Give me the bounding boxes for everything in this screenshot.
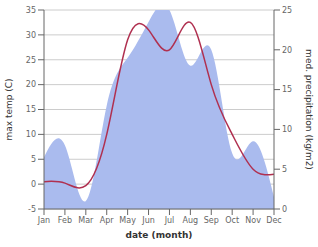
svg-text:10: 10 bbox=[26, 130, 36, 139]
svg-text:Mar: Mar bbox=[78, 216, 94, 225]
svg-text:20: 20 bbox=[26, 80, 36, 89]
svg-text:Jan: Jan bbox=[37, 216, 50, 225]
svg-text:20: 20 bbox=[282, 46, 292, 55]
svg-text:0: 0 bbox=[282, 205, 287, 214]
svg-text:5: 5 bbox=[282, 165, 287, 174]
svg-text:date (month): date (month) bbox=[126, 230, 193, 240]
svg-text:Jul: Jul bbox=[164, 216, 175, 225]
svg-text:Sep: Sep bbox=[204, 216, 219, 225]
svg-text:10: 10 bbox=[282, 125, 292, 134]
svg-text:25: 25 bbox=[26, 56, 36, 65]
svg-text:Feb: Feb bbox=[58, 216, 72, 225]
svg-text:Dec: Dec bbox=[266, 216, 281, 225]
svg-text:med. precipitation (kg/m2): med. precipitation (kg/m2) bbox=[304, 49, 314, 170]
svg-text:Oct: Oct bbox=[225, 216, 239, 225]
svg-text:35: 35 bbox=[26, 6, 36, 15]
svg-text:max temp (C): max temp (C) bbox=[4, 78, 14, 140]
svg-text:25: 25 bbox=[282, 6, 292, 15]
svg-text:Nov: Nov bbox=[245, 216, 261, 225]
svg-text:May: May bbox=[119, 216, 136, 225]
svg-text:15: 15 bbox=[26, 105, 36, 114]
svg-text:Jun: Jun bbox=[141, 216, 155, 225]
svg-text:0: 0 bbox=[31, 180, 36, 189]
svg-text:5: 5 bbox=[31, 155, 36, 164]
svg-text:30: 30 bbox=[26, 31, 36, 40]
svg-text:Apr: Apr bbox=[100, 216, 115, 225]
svg-text:15: 15 bbox=[282, 85, 292, 94]
svg-text:-5: -5 bbox=[28, 205, 36, 214]
svg-text:Aug: Aug bbox=[183, 216, 199, 225]
